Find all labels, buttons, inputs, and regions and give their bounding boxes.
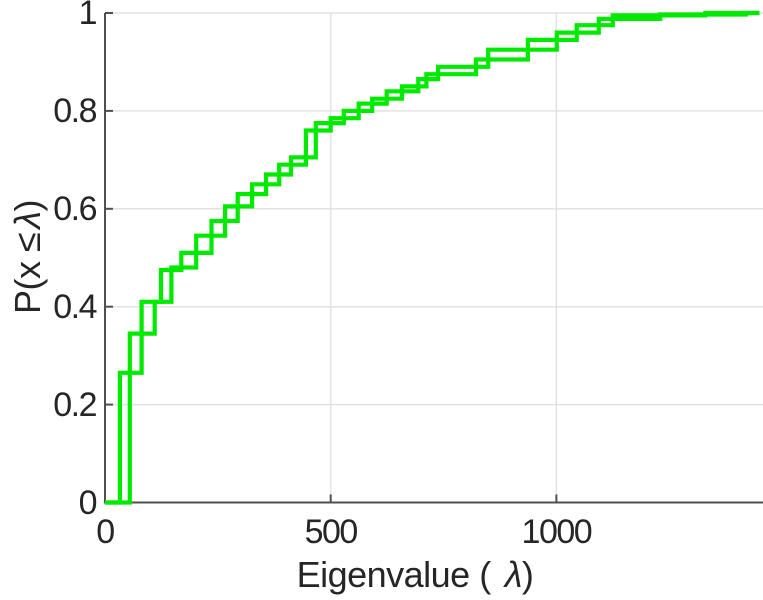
x-axis-label: Eigenvalue ( λ) [0,555,763,595]
y-tick-label: 0.8 [53,91,97,130]
y-axis-label: P(x ≤ λ) [7,132,48,382]
lambda-symbol: λ [7,211,48,229]
x-tick-label: 0 [96,512,115,551]
y-tick-label: 0.4 [53,287,97,326]
ecdf-stair-1 [105,10,760,505]
lambda-symbol: λ [504,554,523,595]
x-axis-label-text: Eigenvalue ( [296,554,492,595]
ecdf-stair-2 [105,10,760,505]
y-axis-label-close: ) [7,200,48,212]
x-axis-label-close: ) [521,554,534,595]
x-tick-label: 1000 [521,512,593,551]
y-tick-label: 0 [78,483,98,522]
y-axis-label-text: P(x ≤ [7,232,48,314]
y-tick-label: 0.2 [53,385,97,424]
y-tick-label: 1 [78,0,98,32]
y-tick-label: 0.6 [53,189,97,228]
x-tick-label: 500 [304,512,359,551]
